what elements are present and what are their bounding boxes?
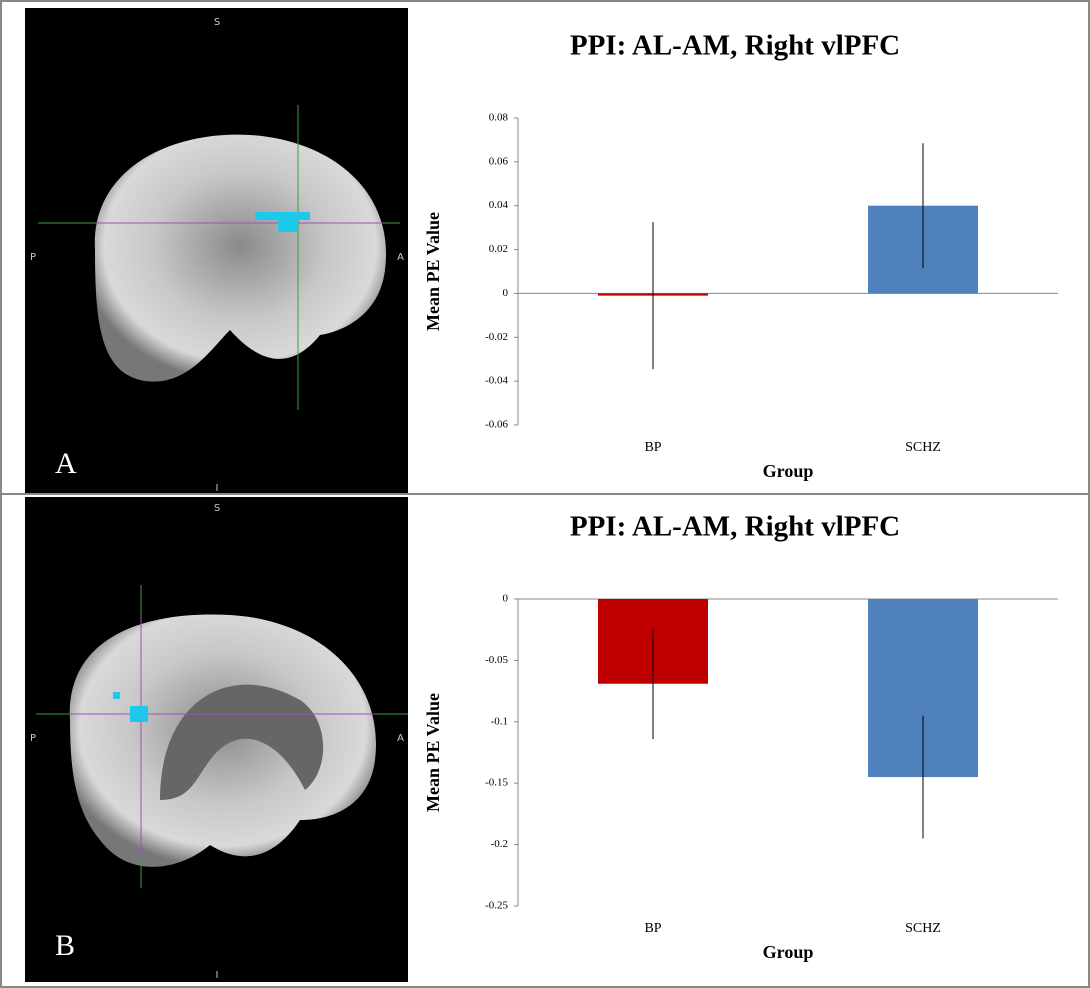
y-tick-label: -0.06 <box>485 419 508 431</box>
brain-image: S P A I A <box>25 8 408 494</box>
orientation-label: I <box>216 970 219 981</box>
y-tick-label: -0.1 <box>491 715 508 727</box>
x-axis-label: Group <box>763 942 814 962</box>
x-tick-label: SCHZ <box>905 921 941 936</box>
y-axis-label: Mean PE Value <box>423 693 443 812</box>
y-tick-label: 0 <box>503 287 509 299</box>
y-tick-label: 0.02 <box>489 243 508 255</box>
brain-image: S P A I B <box>25 497 408 982</box>
y-tick-label: 0.06 <box>489 155 509 167</box>
panel-label: A <box>55 447 77 480</box>
y-axis-label: Mean PE Value <box>423 212 443 331</box>
x-tick-label: BP <box>644 921 661 936</box>
x-tick-label: SCHZ <box>905 440 941 455</box>
orientation-label: S <box>214 503 220 514</box>
y-tick-label: -0.02 <box>485 331 508 343</box>
orientation-label: A <box>397 252 404 263</box>
orientation-label: P <box>30 252 36 263</box>
chart-title: PPI: AL-AM, Right vlPFC <box>570 30 900 62</box>
orientation-label: P <box>30 733 36 744</box>
orientation-label: I <box>216 483 219 494</box>
x-tick-label: BP <box>644 440 661 455</box>
y-tick-label: -0.04 <box>485 375 508 387</box>
y-tick-label: -0.25 <box>485 900 508 912</box>
figure: S P A I A S P A I B PPI: AL-AM, Right vl… <box>0 0 1090 988</box>
y-tick-label: 0 <box>503 593 509 605</box>
panel-label: B <box>55 929 75 962</box>
y-tick-label: 0.08 <box>489 112 509 124</box>
orientation-label: S <box>214 17 220 28</box>
x-axis-label: Group <box>763 461 814 481</box>
y-tick-label: 0.04 <box>489 199 509 211</box>
y-tick-label: -0.15 <box>485 777 508 789</box>
y-tick-label: -0.05 <box>485 654 508 666</box>
y-tick-label: -0.2 <box>491 838 508 850</box>
orientation-label: A <box>397 733 404 744</box>
chart-title: PPI: AL-AM, Right vlPFC <box>570 511 900 543</box>
